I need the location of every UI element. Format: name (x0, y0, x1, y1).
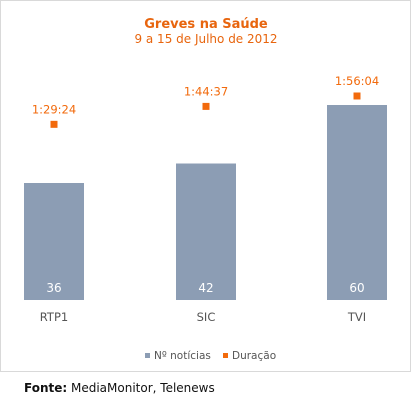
duration-marker-tvi (353, 92, 361, 100)
bar-tvi (327, 105, 387, 300)
bar-rtp1 (24, 183, 84, 300)
legend-label-noticias: Nº notícias (154, 350, 211, 362)
duration-label: 1:29:24 (32, 102, 76, 116)
category-label: TVI (347, 310, 366, 324)
chart-title: Greves na Saúde (144, 17, 268, 32)
legend-swatch-noticias (145, 353, 150, 358)
category-label: RTP1 (40, 310, 68, 324)
bar-value-label: 60 (349, 281, 364, 295)
bar-sic (176, 163, 236, 300)
source-label: Fonte: (24, 381, 68, 395)
bar-value-label: 36 (46, 281, 61, 295)
bar-value-label: 42 (198, 281, 213, 295)
source-note: Fonte: MediaMonitor, Telenews (24, 381, 215, 395)
duration-label: 1:44:37 (184, 84, 228, 98)
source-text: MediaMonitor, Telenews (67, 381, 215, 395)
legend: Nº notícias Duração (145, 350, 276, 362)
duration-label: 1:56:04 (335, 74, 379, 88)
chart: Greves na Saúde 9 a 15 de Julho de 2012 … (24, 17, 387, 362)
legend-swatch-duracao (223, 353, 228, 358)
chart-subtitle: 9 a 15 de Julho de 2012 (134, 32, 277, 46)
plot-area: 36 1:29:24 RTP1 42 1:44:37 SIC 60 1:56:04 TVI (24, 74, 387, 324)
category-label: SIC (197, 310, 216, 324)
legend-label-duracao: Duração (232, 350, 276, 362)
duration-marker-rtp1 (50, 120, 58, 128)
chart-frame: Greves na Saúde 9 a 15 de Julho de 2012 … (0, 0, 411, 372)
duration-marker-sic (202, 102, 210, 110)
